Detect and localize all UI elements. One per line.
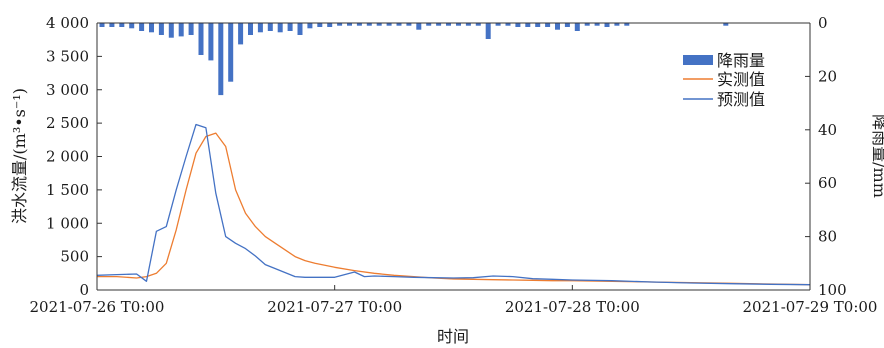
rainfall-bar [178,23,184,37]
rainfall-bar [248,23,253,35]
rainfall-bar [495,23,501,26]
rainfall-bar [723,23,729,26]
rainfall-bar [356,23,362,26]
rainfall-bar [149,23,154,33]
rainfall-bar [564,23,570,27]
legend-label-predicted: 预测值 [717,90,765,109]
rainfall-bar [139,23,145,31]
rainfall-bar [376,23,382,26]
rainfall-bar [228,23,234,82]
rainfall-bar [307,23,313,29]
legend: 降雨量 实测值 预测值 [683,51,765,109]
right-y-tick-label: 80 [818,228,837,246]
tick-labels: 0 500 1 000 1 500 2 000 2 500 3 000 3 500 4 000 0… [30,14,878,316]
x-tick-label: 2021-07-28 T0:00 [505,298,640,316]
left-y-tick-label: 1 000 [46,214,89,232]
rainfall-bar [446,23,451,26]
rainfall-bar [168,23,174,38]
rainfall-bar [337,23,343,26]
right-y-axis-title: 降雨量/mm [870,114,884,198]
rainfall-bar [555,23,560,30]
right-y-tick-label: 60 [818,174,837,192]
rainfall-bar [366,23,372,26]
left-y-tick-label: 4 000 [46,14,89,32]
left-y-tick-label: 2 000 [46,148,89,166]
rainfall-bar [317,23,323,27]
left-y-tick-label: 0 [79,281,89,299]
left-y-tick-label: 3 000 [46,81,89,99]
predicted-line [96,123,811,286]
rainfall-bar [218,23,224,96]
rainfall-bar [188,23,194,35]
rainfall-bar [485,23,491,39]
left-y-axis-title: 洪水流量/(m³•s⁻¹) [10,88,29,224]
legend-label-rainfall: 降雨量 [717,51,765,70]
rainfall-bar [406,23,412,26]
rainfall-bar [129,23,135,29]
rainfall-bar [277,23,283,33]
rainfall-bar [208,23,214,61]
rainfall-bar [614,23,620,26]
right-y-tick-label: 100 [818,281,847,299]
rainfall-bar [386,23,392,26]
rainfall-bar [416,23,422,30]
right-y-tick-label: 20 [818,67,837,85]
rainfall-bar [505,23,511,26]
rainfall-bar [327,23,333,27]
legend-swatch-rainfall [683,55,713,65]
flow-lines [96,123,811,286]
rainfall-bar [109,23,115,27]
legend-label-observed: 实测值 [717,70,765,89]
rainfall-bar [525,23,531,27]
rainfall-bar [465,23,471,26]
rainfall-bar [287,23,293,31]
x-tick-label: 2021-07-26 T0:00 [30,298,165,316]
rainfall-bar [257,23,263,33]
rainfall-bar [347,23,352,26]
left-y-tick-label: 500 [60,248,89,266]
x-tick-label: 2021-07-29 T0:00 [743,298,878,316]
axes [96,22,811,291]
x-tick-label: 2021-07-27 T0:00 [267,298,402,316]
observed-line [97,132,811,286]
right-y-tick-label: 40 [818,121,837,139]
rainfall-bar [604,23,610,27]
rainfall-bar [436,23,442,26]
rainfall-bar [475,23,481,26]
rainfall-bar [594,23,600,26]
x-axis-title: 时间 [437,327,469,346]
left-y-tick-label: 1 500 [46,181,89,199]
rainfall-bar [545,23,551,27]
rainfall-bar [584,23,590,26]
rainfall-bars [99,23,729,96]
rainfall-bar [158,23,164,35]
left-y-tick-label: 2 500 [46,114,89,132]
rainfall-bar [456,23,461,26]
rainfall-bar [426,23,432,26]
rainfall-bar [267,23,273,31]
rainfall-bar [198,23,204,55]
rainfall-bar [515,23,521,27]
right-y-tick-label: 0 [818,14,828,32]
rainfall-bar [119,23,125,27]
rainfall-bar [535,23,541,27]
rainfall-bar [396,23,402,26]
rainfall-bar [238,23,244,45]
left-y-tick-label: 3 500 [46,47,89,65]
rainfall-bar [624,23,630,26]
rainfall-bar [297,23,303,35]
rainfall-bar [574,23,580,31]
rainfall-bar [99,23,105,27]
